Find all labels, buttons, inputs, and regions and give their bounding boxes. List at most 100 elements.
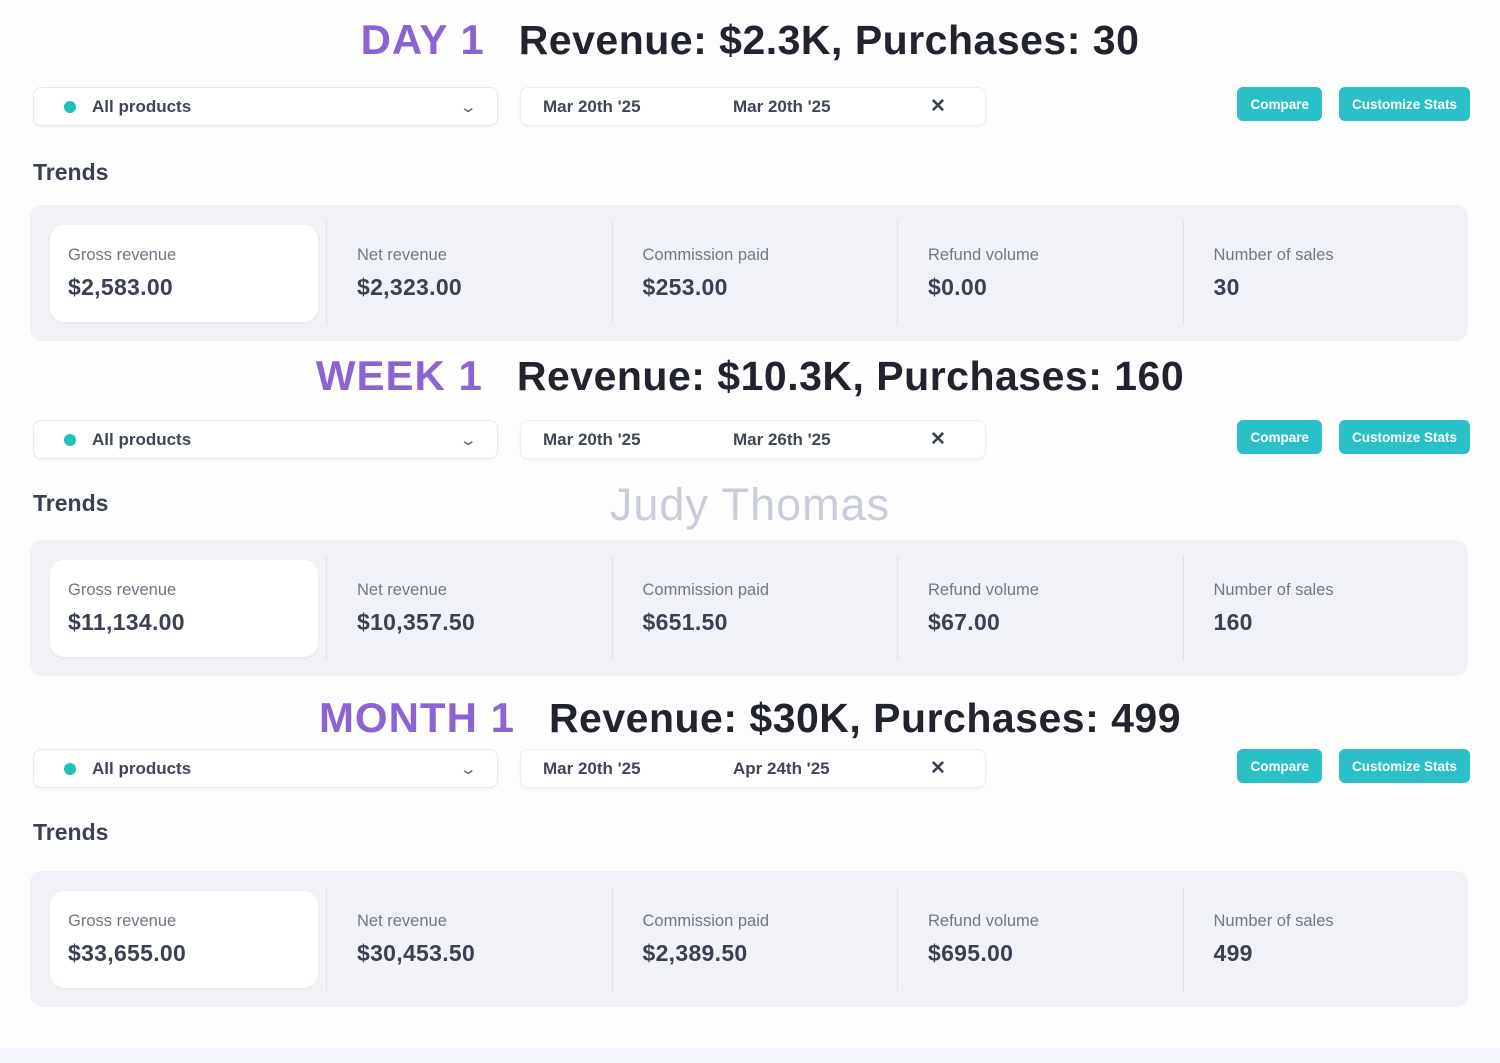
stat-value: $253.00 [642,273,728,300]
stat-value: $2,583.00 [68,273,174,300]
action-buttons: Compare Customize Stats [1237,420,1470,454]
action-buttons: Compare Customize Stats [1237,749,1470,783]
stat-commission-paid[interactable]: Commission paid $651.50 [611,556,898,660]
product-dot-icon [64,433,76,446]
date-start-field[interactable]: Mar 20th '25 [543,758,641,778]
stat-value: $67.00 [928,608,1001,635]
stat-label: Refund volume [928,911,1039,930]
chevron-down-icon: ⌄ [459,760,478,778]
trends-heading: Trends [33,490,109,516]
product-filter-select[interactable]: All products ⌄ [33,420,498,459]
stat-value: $651.50 [642,608,728,635]
stat-number-of-sales[interactable]: Number of sales 499 [1182,887,1469,991]
trends-heading: Trends [33,159,109,185]
stat-value: $695.00 [928,939,1014,966]
product-filter-select[interactable]: All products ⌄ [33,87,498,126]
date-end-field[interactable]: Mar 26th '25 [733,429,831,449]
customize-stats-button[interactable]: Customize Stats [1338,749,1470,783]
product-filter-label: All products [92,96,192,116]
stat-label: Commission paid [642,580,770,599]
date-start-field[interactable]: Mar 20th '25 [543,429,641,449]
section-period-title: DAY 1 [360,16,485,63]
compare-button[interactable]: Compare [1237,420,1322,454]
stat-label: Gross revenue [68,245,177,264]
stat-value: $10,357.50 [357,608,476,635]
stat-label: Gross revenue [68,911,177,930]
customize-stats-button[interactable]: Customize Stats [1338,420,1470,454]
stat-label: Commission paid [642,911,770,930]
section-summary-text: Revenue: $2.3K, Purchases: 30 [518,17,1140,63]
stat-net-revenue[interactable]: Net revenue $10,357.50 [326,556,612,660]
stats-bar: Gross revenue $11,134.00 Net revenue $10… [30,540,1468,676]
stat-value: $11,134.00 [68,608,185,635]
trends-heading: Trends [33,819,109,845]
section-day-1: DAY 1 Revenue: $2.3K, Purchases: 30 All … [0,0,1500,341]
chevron-down-icon: ⌄ [459,431,478,449]
compare-button[interactable]: Compare [1237,87,1322,121]
compare-button[interactable]: Compare [1237,749,1322,783]
section-header: WEEK 1 Revenue: $10.3K, Purchases: 160 [0,352,1500,400]
stat-gross-revenue[interactable]: Gross revenue $11,134.00 [50,559,318,657]
section-summary-text: Revenue: $30K, Purchases: 499 [548,695,1182,741]
date-start-field[interactable]: Mar 20th '25 [543,96,641,116]
stat-label: Number of sales [1213,580,1334,599]
stat-value: $2,323.00 [357,273,463,300]
stat-refund-volume[interactable]: Refund volume $67.00 [897,556,1183,660]
product-filter-select[interactable]: All products ⌄ [33,749,498,788]
customize-stats-button[interactable]: Customize Stats [1338,87,1470,121]
stat-value: 30 [1213,273,1240,300]
chevron-down-icon: ⌄ [459,98,478,116]
product-filter-label: All products [92,429,192,449]
action-buttons: Compare Customize Stats [1237,87,1470,121]
stat-label: Net revenue [357,911,447,930]
stats-bar: Gross revenue $2,583.00 Net revenue $2,3… [30,205,1468,341]
date-range-picker: Mar 20th '25 Mar 20th '25 ✕ [520,87,986,126]
controls-row: All products ⌄ Mar 20th '25 Apr 24th '25… [33,749,1470,788]
controls-row: All products ⌄ Mar 20th '25 Mar 26th '25… [33,420,1470,459]
stat-value: $33,655.00 [68,939,187,966]
stat-value: 160 [1213,608,1253,635]
clear-date-icon[interactable]: ✕ [930,429,946,450]
section-period-title: MONTH 1 [318,694,515,741]
date-end-field[interactable]: Mar 20th '25 [733,96,831,116]
stat-net-revenue[interactable]: Net revenue $2,323.00 [326,221,612,325]
stat-label: Net revenue [357,580,447,599]
stat-gross-revenue[interactable]: Gross revenue $33,655.00 [50,890,318,988]
product-dot-icon [64,100,76,113]
stat-label: Gross revenue [68,580,177,599]
date-end-field[interactable]: Apr 24th '25 [733,758,830,778]
stat-refund-volume[interactable]: Refund volume $0.00 [897,221,1183,325]
stat-number-of-sales[interactable]: Number of sales 30 [1182,221,1469,325]
stat-label: Refund volume [928,245,1039,264]
stat-refund-volume[interactable]: Refund volume $695.00 [897,887,1183,991]
stat-commission-paid[interactable]: Commission paid $253.00 [611,221,898,325]
stat-value: $2,389.50 [642,939,748,966]
clear-date-icon[interactable]: ✕ [930,758,946,779]
date-range-picker: Mar 20th '25 Apr 24th '25 ✕ [520,749,986,788]
section-month-1: MONTH 1 Revenue: $30K, Purchases: 499 Al… [0,676,1500,1007]
stat-net-revenue[interactable]: Net revenue $30,453.50 [326,887,612,991]
stat-commission-paid[interactable]: Commission paid $2,389.50 [611,887,898,991]
bottom-strip [0,1048,1500,1063]
section-summary-text: Revenue: $10.3K, Purchases: 160 [516,353,1185,399]
section-header: DAY 1 Revenue: $2.3K, Purchases: 30 [0,16,1500,64]
stat-value: $30,453.50 [357,939,476,966]
product-filter-label: All products [92,758,192,778]
product-dot-icon [64,762,76,775]
stat-label: Net revenue [357,245,447,264]
section-period-title: WEEK 1 [315,352,483,399]
stat-value: 499 [1213,939,1253,966]
stat-label: Number of sales [1213,245,1334,264]
controls-row: All products ⌄ Mar 20th '25 Mar 20th '25… [33,87,1470,126]
stat-label: Refund volume [928,580,1039,599]
clear-date-icon[interactable]: ✕ [930,96,946,117]
stat-value: $0.00 [928,273,988,300]
stat-label: Number of sales [1213,911,1334,930]
stat-gross-revenue[interactable]: Gross revenue $2,583.00 [50,224,318,322]
section-week-1: WEEK 1 Revenue: $10.3K, Purchases: 160 A… [0,341,1500,676]
stats-bar: Gross revenue $33,655.00 Net revenue $30… [30,871,1468,1007]
section-header: MONTH 1 Revenue: $30K, Purchases: 499 [0,694,1500,742]
stat-label: Commission paid [642,245,770,264]
stat-number-of-sales[interactable]: Number of sales 160 [1182,556,1469,660]
